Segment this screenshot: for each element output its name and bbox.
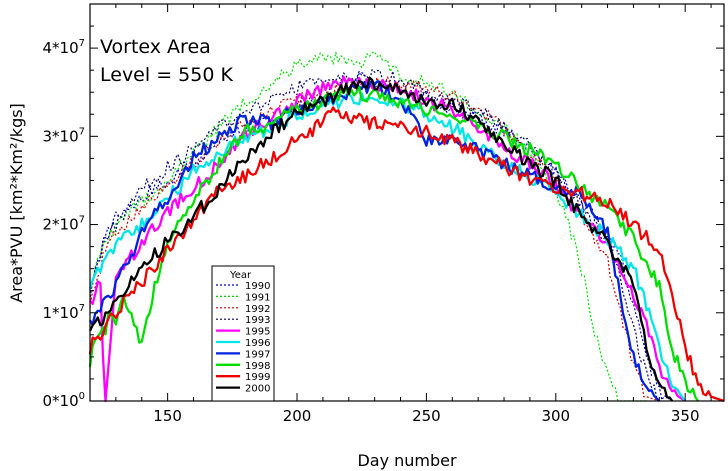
x-tick-label: 150 (153, 407, 182, 425)
legend-label-1995: 1995 (245, 327, 270, 338)
y-tick-label: 1*107 (42, 303, 85, 322)
legend-label-1998: 1998 (245, 361, 270, 372)
series-line-1999 (88, 106, 725, 403)
legend-label-1991: 1991 (245, 292, 270, 303)
series-line-1997 (89, 79, 661, 402)
axis-ticks (90, 3, 724, 402)
y-tick-label: 3*107 (42, 126, 85, 145)
legend-label-1992: 1992 (245, 304, 270, 315)
x-tick-label: 250 (412, 407, 441, 425)
legend-label-1999: 1999 (245, 372, 270, 383)
y-tick-labels: 0*100 1*107 2*107 3*107 4*107 (42, 38, 85, 410)
series-line-1993 (89, 69, 660, 402)
y-tick-label: 0*100 (42, 391, 85, 410)
x-tick-labels: 150 200 250 300 350 (153, 407, 699, 425)
series-line-1995 (89, 75, 686, 403)
legend-label-1990: 1990 (245, 281, 270, 292)
x-tick-label: 200 (283, 407, 312, 425)
y-tick-label: 4*107 (42, 38, 85, 57)
legend-box (211, 265, 275, 402)
legend-label-1993: 1993 (245, 315, 270, 326)
legend-label-1996: 1996 (245, 338, 270, 349)
x-tick-label: 300 (541, 407, 570, 425)
legend: Year 19901991199219931995199619971998199… (211, 265, 275, 402)
series-line-1996 (88, 92, 687, 402)
y-axis-label: Area*PVU [km²*Km²/kgs] (7, 103, 26, 303)
legend-label-2000: 2000 (245, 384, 270, 395)
x-tick-label: 350 (671, 407, 700, 425)
x-axis-label: Day number (357, 451, 457, 470)
series-line-1991 (89, 51, 647, 402)
chart-title: Vortex Area (100, 36, 211, 58)
y-tick-label: 2*107 (42, 215, 85, 234)
series-line-2000 (88, 76, 674, 402)
series-layer (88, 51, 725, 403)
chart-subtitle: Level = 550 K (100, 64, 233, 86)
legend-label-1997: 1997 (245, 349, 270, 360)
legend-title: Year (229, 270, 252, 281)
